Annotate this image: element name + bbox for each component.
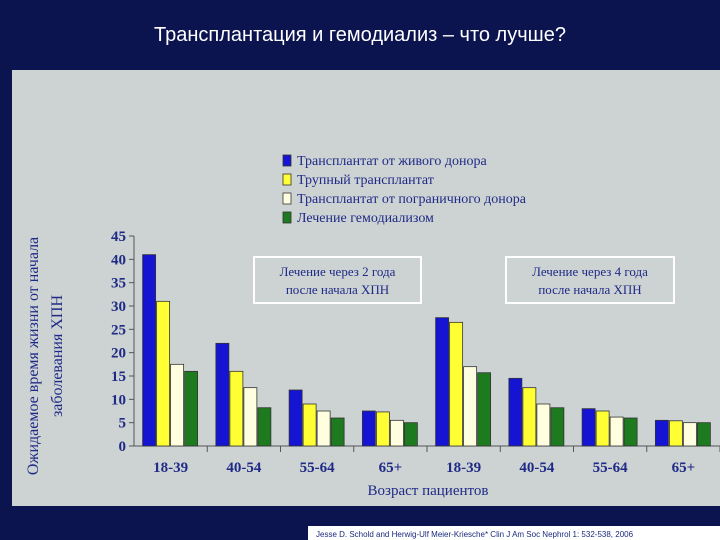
bar <box>536 403 551 447</box>
y-axis-label: Ожидаемое время жизни от начала заболеван… <box>25 237 66 475</box>
x-tick-label: 55-64 <box>593 460 628 476</box>
legend-entry: Трансплантат от пограничного донора <box>297 192 527 207</box>
x-tick-label: 40-54 <box>226 460 261 476</box>
y-axis-label-line: заболевания ХПН <box>49 295 66 417</box>
x-axis-label: Возраст пациентов <box>368 483 489 499</box>
bar <box>435 317 450 447</box>
bar <box>595 410 610 447</box>
bar <box>302 403 317 447</box>
legend-swatch <box>282 173 292 186</box>
y-tick-label: 15 <box>111 369 126 385</box>
annotation-box <box>505 256 675 304</box>
bar <box>522 387 537 447</box>
bar <box>609 416 624 447</box>
bar <box>449 321 464 447</box>
y-tick-label: 5 <box>119 416 127 432</box>
bar <box>170 363 185 447</box>
y-tick-label: 10 <box>111 392 126 408</box>
legend-swatch <box>282 192 292 205</box>
annotation-box <box>253 256 422 304</box>
y-tick-label: 35 <box>111 276 126 292</box>
bar <box>623 417 638 447</box>
bar <box>361 410 376 447</box>
tick-labels: 0 5 10 15 20 25 30 35 40 45 18-39 40-54 55-64 65+ 18-3… <box>111 229 695 476</box>
bar <box>288 389 303 447</box>
bar <box>581 408 596 447</box>
annotation-text: после начала ХПН <box>538 282 641 297</box>
y-axis-label-line: Ожидаемое время жизни от начала <box>25 237 42 475</box>
y-tick-label: 20 <box>111 346 126 362</box>
legend-swatch <box>282 154 292 167</box>
citation-bar: Jesse D. Schold and Herwig-Ulf Meier-Kri… <box>308 526 720 540</box>
bar <box>229 370 244 447</box>
bar <box>682 422 697 447</box>
annotations: Лечение через 2 года после начала ХПН Лече… <box>253 256 675 304</box>
bar <box>403 422 418 447</box>
legend-entry: Трупный трансплантат <box>297 173 434 188</box>
chart-panel: Ожидаемое время жизни от начала заболеван… <box>12 70 720 506</box>
annotation-text: после начала ХПН <box>286 282 389 297</box>
bar <box>375 411 390 447</box>
bar <box>316 410 331 447</box>
bar <box>330 417 345 447</box>
x-tick-label: 18-39 <box>153 460 188 476</box>
x-tick-label: 18-39 <box>446 460 481 476</box>
bar <box>463 366 478 447</box>
y-tick-label: 0 <box>119 439 127 455</box>
bar <box>257 407 272 447</box>
bar <box>389 419 404 447</box>
bar <box>215 342 230 447</box>
bar <box>696 422 711 447</box>
y-tick-label: 45 <box>111 229 126 245</box>
bar <box>654 419 669 447</box>
bar <box>243 387 258 447</box>
legend-entry: Лечение гемодиализом <box>297 211 434 226</box>
citation: Jesse D. Schold and Herwig-Ulf Meier-Kri… <box>316 530 634 539</box>
bars <box>142 254 711 447</box>
legend: Трансплантат от живого донора Трупный тра… <box>282 154 527 226</box>
bar <box>508 377 523 447</box>
x-tick-label: 40-54 <box>519 460 554 476</box>
x-tick-label: 65+ <box>379 460 403 476</box>
y-tick-label: 40 <box>111 252 126 268</box>
bar <box>668 420 683 447</box>
slide-title: Трансплантация и гемодиализ – что лучше? <box>154 24 566 46</box>
bar <box>142 254 157 447</box>
annotation-text: Лечение через 4 года <box>532 264 648 279</box>
bar <box>477 372 492 447</box>
y-tick-label: 30 <box>111 299 126 315</box>
x-tick-label: 55-64 <box>300 460 335 476</box>
legend-swatch <box>282 211 292 224</box>
bar <box>184 370 199 447</box>
bar-chart: Ожидаемое время жизни от начала заболеван… <box>25 154 720 499</box>
annotation-text: Лечение через 2 года <box>280 264 396 279</box>
y-tick-label: 25 <box>111 322 126 338</box>
bar <box>550 407 565 447</box>
x-tick-label: 65+ <box>672 460 696 476</box>
bar <box>156 300 171 447</box>
legend-entry: Трансплантат от живого донора <box>297 154 488 169</box>
